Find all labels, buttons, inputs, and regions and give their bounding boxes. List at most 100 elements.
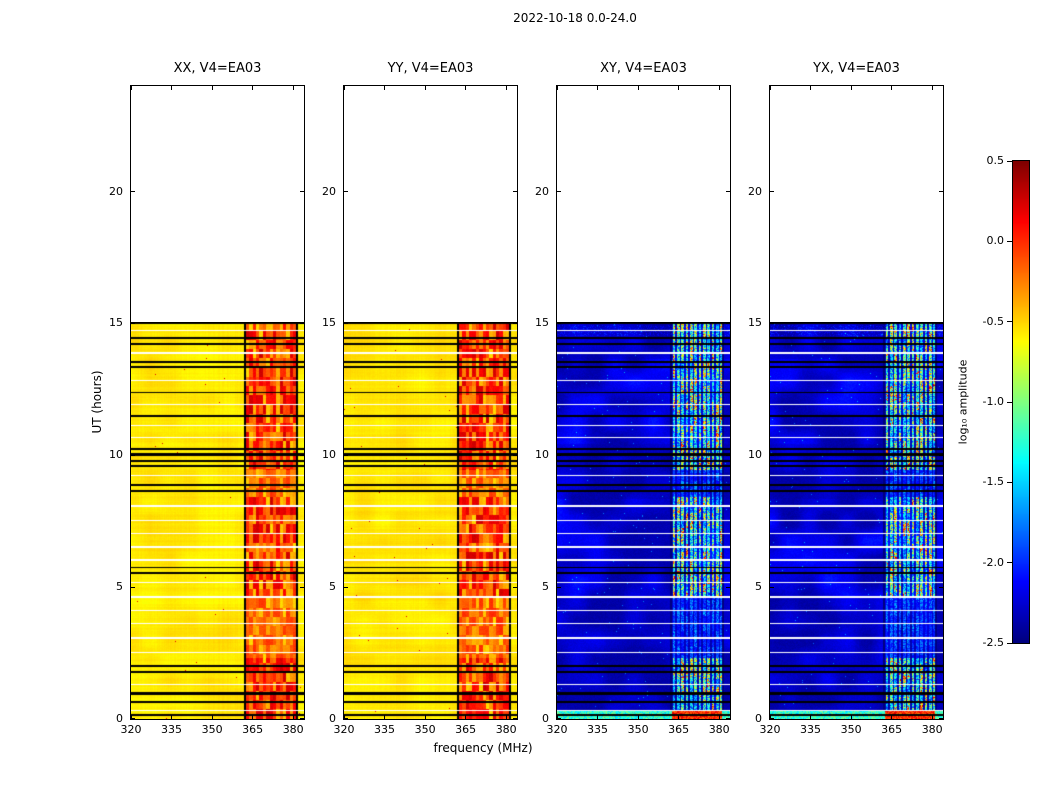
x-tick-label: 380 (921, 723, 943, 736)
y-tick-mark (131, 191, 135, 192)
panel-title-yy: YY, V4=EA03 (387, 61, 474, 76)
y-tick-label: 0 (116, 712, 123, 725)
colorbar-tick-mark (1007, 321, 1012, 323)
x-tick-mark (344, 86, 345, 90)
x-tick-mark (637, 86, 639, 90)
x-tick-mark (597, 86, 599, 90)
y-tick-mark (939, 191, 943, 192)
x-tick-mark (131, 86, 132, 90)
y-tick-mark (300, 191, 304, 192)
x-tick-mark (557, 86, 558, 90)
y-tick-label: 20 (535, 184, 549, 198)
y-tick-mark (131, 322, 135, 324)
x-tick-label: 365 (668, 723, 690, 736)
y-tick-label: 5 (542, 580, 549, 594)
x-tick-mark (718, 715, 720, 719)
y-tick-mark (726, 191, 730, 192)
panel-yy (343, 85, 518, 720)
x-tick-mark (850, 715, 852, 719)
heatmap-xy (557, 322, 730, 719)
y-tick-mark (557, 718, 561, 719)
y-tick-label: 20 (322, 184, 336, 198)
x-tick-mark (171, 86, 173, 90)
panel-title-yx: YX, V4=EA03 (813, 61, 900, 76)
x-tick-mark (465, 715, 467, 719)
y-tick-mark (726, 586, 730, 588)
y-tick-label: 15 (748, 316, 762, 330)
colorbar-tick-label: 0.0 (986, 234, 1005, 248)
y-tick-label: 5 (329, 580, 336, 594)
y-tick-mark (513, 454, 517, 456)
x-tick-label: 320 (120, 723, 142, 736)
x-tick-mark (810, 86, 812, 90)
x-tick-label: 350 (840, 723, 862, 736)
y-tick-mark (300, 454, 304, 456)
y-tick-mark (557, 454, 561, 456)
y-tick-label: 20 (748, 184, 762, 198)
y-tick-mark (726, 454, 730, 456)
y-tick-mark (344, 454, 348, 456)
x-tick-label: 335 (374, 723, 396, 736)
y-tick-mark (513, 718, 517, 719)
y-tick-mark (770, 454, 774, 456)
panel-title-xx: XX, V4=EA03 (173, 61, 262, 76)
y-tick-mark (513, 322, 517, 324)
y-tick-label: 10 (535, 448, 549, 462)
y-tick-label: 5 (116, 580, 123, 594)
colorbar-tick-mark (1007, 562, 1012, 564)
y-tick-mark (344, 718, 348, 719)
heatmap-xx (131, 322, 304, 719)
y-tick-label: 20 (109, 184, 123, 198)
y-tick-mark (344, 322, 348, 324)
panel-yx (769, 85, 944, 720)
x-tick-mark (211, 715, 213, 719)
heatmap-yx (770, 322, 943, 719)
panel-xx (130, 85, 305, 720)
y-tick-label: 0 (755, 712, 762, 725)
colorbar-tick-label: -1.0 (982, 395, 1004, 408)
x-tick-mark (424, 86, 426, 90)
y-tick-mark (300, 718, 304, 719)
colorbar-tick-label: -0.5 (982, 314, 1004, 328)
x-tick-label: 320 (546, 723, 568, 736)
x-tick-label: 350 (201, 723, 223, 736)
y-tick-mark (770, 586, 774, 588)
colorbar-tick-label: -1.5 (982, 475, 1004, 489)
panel-title-xy: XY, V4=EA03 (600, 61, 687, 76)
y-tick-label: 10 (109, 448, 123, 462)
y-tick-mark (939, 454, 943, 456)
y-tick-mark (557, 586, 561, 588)
y-tick-label: 10 (322, 448, 336, 462)
panel-xy (556, 85, 731, 720)
x-tick-mark (557, 715, 558, 719)
x-tick-mark (931, 715, 933, 719)
y-tick-mark (131, 586, 135, 588)
y-tick-mark (513, 191, 517, 192)
y-tick-mark (131, 718, 135, 719)
colorbar-tick-label: 0.5 (986, 154, 1005, 167)
y-tick-mark (726, 322, 730, 324)
y-tick-label: 0 (329, 712, 336, 725)
y-axis-label: UT (hours) (90, 370, 104, 434)
x-tick-mark (211, 86, 213, 90)
y-tick-mark (770, 718, 774, 719)
x-tick-mark (770, 86, 771, 90)
y-tick-label: 15 (322, 316, 336, 330)
x-tick-label: 380 (282, 723, 304, 736)
y-tick-mark (770, 191, 774, 192)
x-tick-mark (171, 715, 173, 719)
colorbar-tick-label: -2.5 (982, 636, 1004, 649)
y-tick-mark (726, 718, 730, 719)
x-tick-label: 380 (495, 723, 517, 736)
y-tick-mark (344, 586, 348, 588)
colorbar-gradient (1013, 161, 1029, 643)
x-tick-mark (718, 86, 720, 90)
x-tick-mark (770, 715, 771, 719)
x-tick-mark (292, 86, 294, 90)
x-tick-mark (597, 715, 599, 719)
y-tick-mark (131, 454, 135, 456)
y-tick-mark (939, 586, 943, 588)
colorbar-tick-mark (1007, 481, 1012, 483)
colorbar-tick-mark (1007, 160, 1012, 162)
